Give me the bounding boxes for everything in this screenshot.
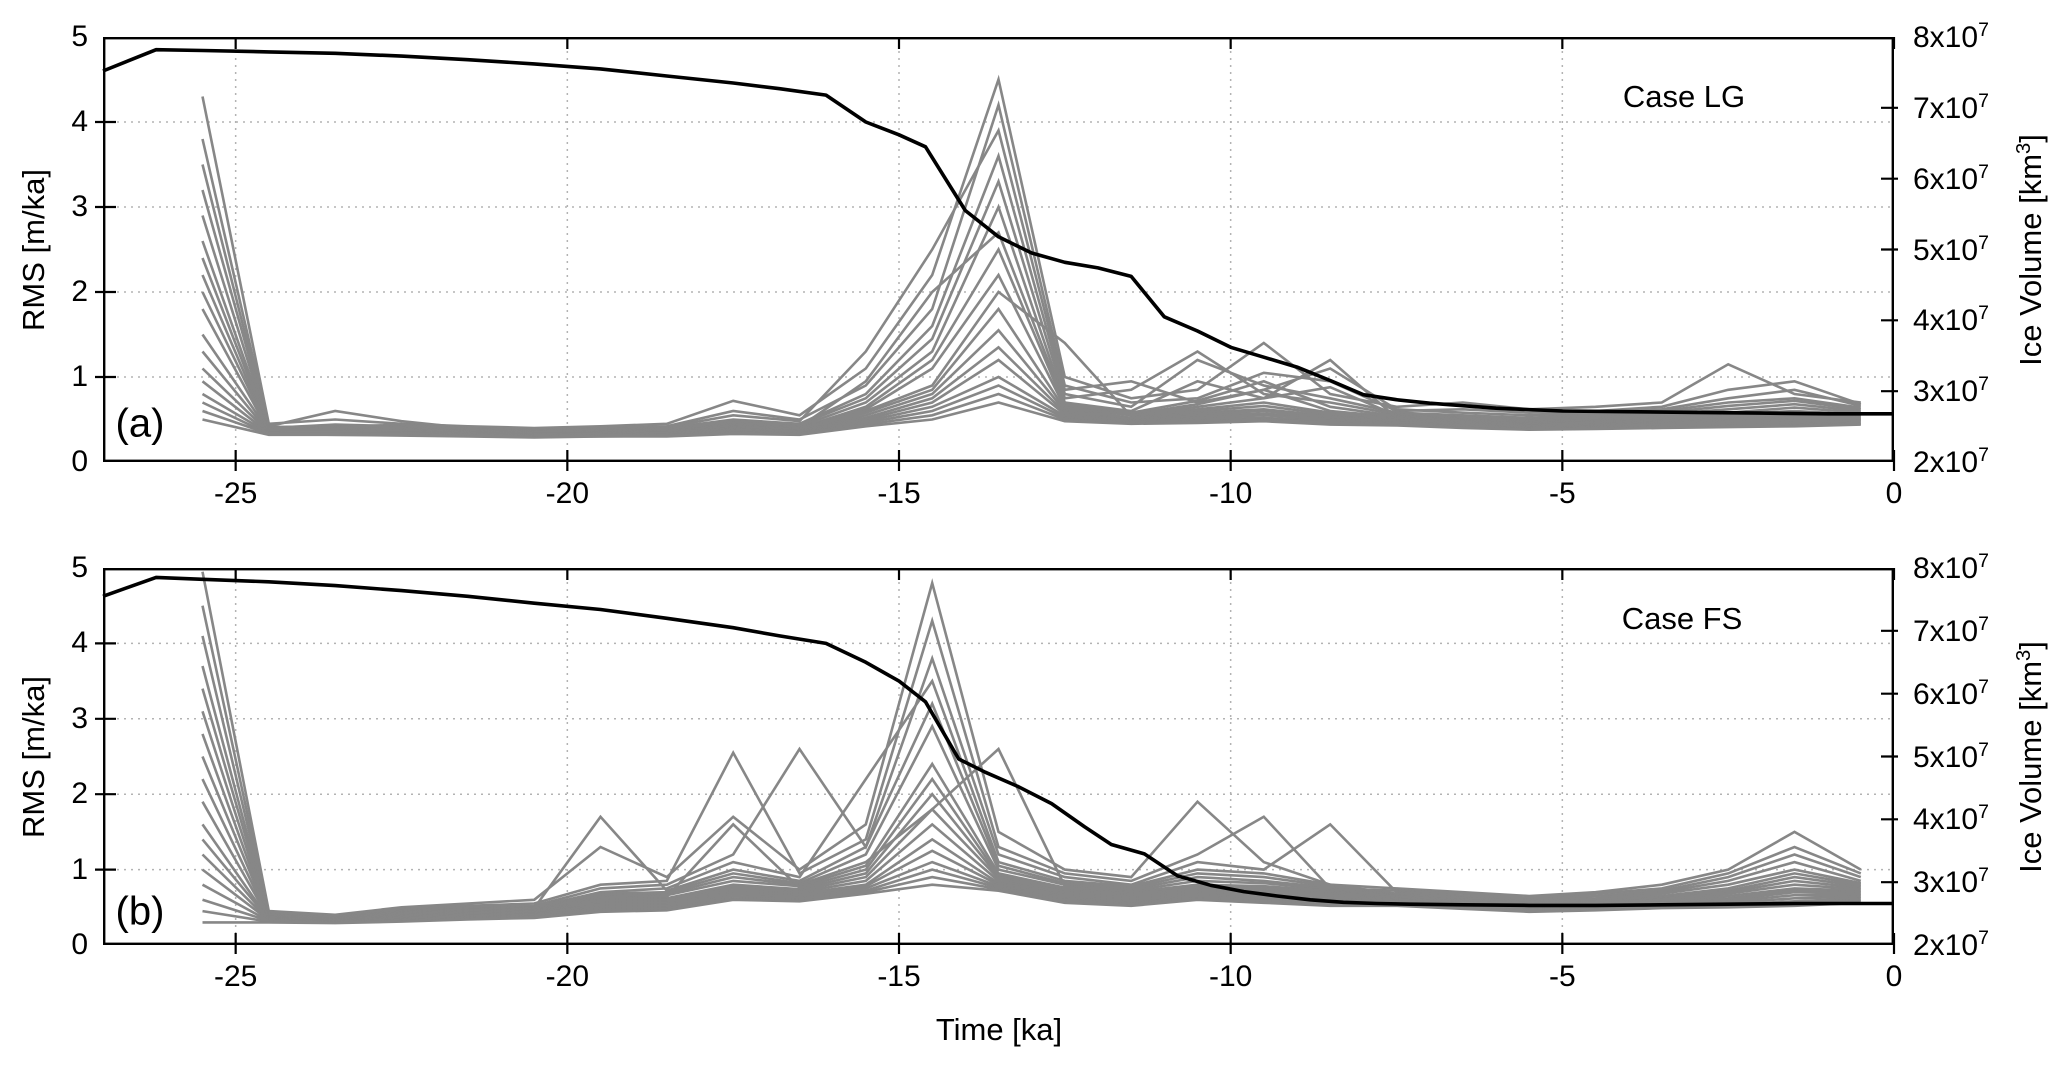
rms-tick-label: 5 [71,551,88,584]
right-axis-title-text: Ice Volume [km [2013,660,2049,873]
x-tick-label: -20 [545,960,590,993]
rms-tick-label: 1 [71,852,88,886]
x-tick-label: -10 [1208,477,1253,510]
panel-b-left-axis-title: RMS [m/ka] [16,676,51,838]
rms-ensemble-line [201,74,1861,430]
ice-volume-tick-label: 8x107 [1913,19,1989,54]
panel-a-plot [95,37,1898,471]
rms-ensemble-line [202,883,1861,925]
rms-tick-label: 4 [71,626,88,660]
ice-volume-tick-label: 7x107 [1913,612,1989,648]
panel-a-right-axis-title: Ice Volume [km3] [2013,134,2049,366]
ice-volume-tick-label: 5x107 [1913,738,1989,774]
rms-tick-label: 0 [71,928,88,961]
ice-volume-tick-label: 3x107 [1913,864,1989,900]
rms-ensemble-line [201,605,1862,918]
ice-volume-line [102,575,1894,908]
panel-b-right-axis-title: Ice Volume [km3] [2013,641,2049,873]
rms-tick-label: 2 [71,275,88,308]
ice-volume-tick-label: 8x107 [1913,550,1989,585]
ice-volume-tick-label: 6x107 [1913,675,1989,711]
x-tick-label: -25 [213,477,258,510]
right-axis-title-bracket: ] [2013,134,2049,143]
rms-tick-label: 3 [71,701,88,735]
rms-ensemble-line [201,635,1862,919]
ice-volume-tick-label: 5x107 [1913,231,1989,267]
rms-ensemble-line [201,571,1862,917]
x-tick-label: -5 [1548,960,1576,993]
panel-b-case-label: Case FS [1621,601,1743,636]
panel-a-case-label: Case LG [1622,79,1746,114]
x-tick-label: -5 [1548,477,1576,510]
ice-volume-tick-label: 6x107 [1913,160,1989,196]
panel-b-plot [95,568,1898,954]
ice-volume-tick-label: 4x107 [1913,302,1989,338]
rms-tick-label: 5 [71,20,88,53]
right-axis-title-exponent: 3 [2012,649,2035,661]
rms-tick-label: 3 [71,190,88,223]
right-axis-title-exponent: 3 [2012,142,2035,154]
ice-volume-line [102,47,1894,416]
ice-volume-tick-label: 3x107 [1913,373,1989,409]
ice-volume-tick-label: 2x107 [1913,927,1989,962]
right-axis-title-bracket: ] [2013,641,2049,650]
x-tick-label: -15 [877,960,921,993]
panel-a-corner-label: (a) [115,401,165,446]
rms-tick-label: 0 [71,445,88,478]
x-tick-label: 0 [1885,477,1903,510]
panel-b-corner-label: (b) [115,889,165,934]
ice-volume-tick-label: 4x107 [1913,801,1989,837]
x-axis-title: Time [ka] [935,1012,1063,1047]
x-tick-label: -15 [877,477,921,510]
right-axis-title-text: Ice Volume [km [2013,153,2049,366]
rms-tick-label: 1 [71,360,88,393]
ice-volume-tick-label: 7x107 [1913,89,1989,125]
rms-tick-label: 2 [71,777,88,811]
ice-volume-tick-label: 2x107 [1913,444,1989,479]
rms-tick-label: 4 [71,105,88,138]
rms-ensemble-line [202,401,1861,439]
x-tick-label: 0 [1885,960,1903,993]
x-tick-label: -25 [213,960,258,993]
x-tick-label: -20 [545,477,590,510]
x-tick-label: -10 [1208,960,1253,993]
